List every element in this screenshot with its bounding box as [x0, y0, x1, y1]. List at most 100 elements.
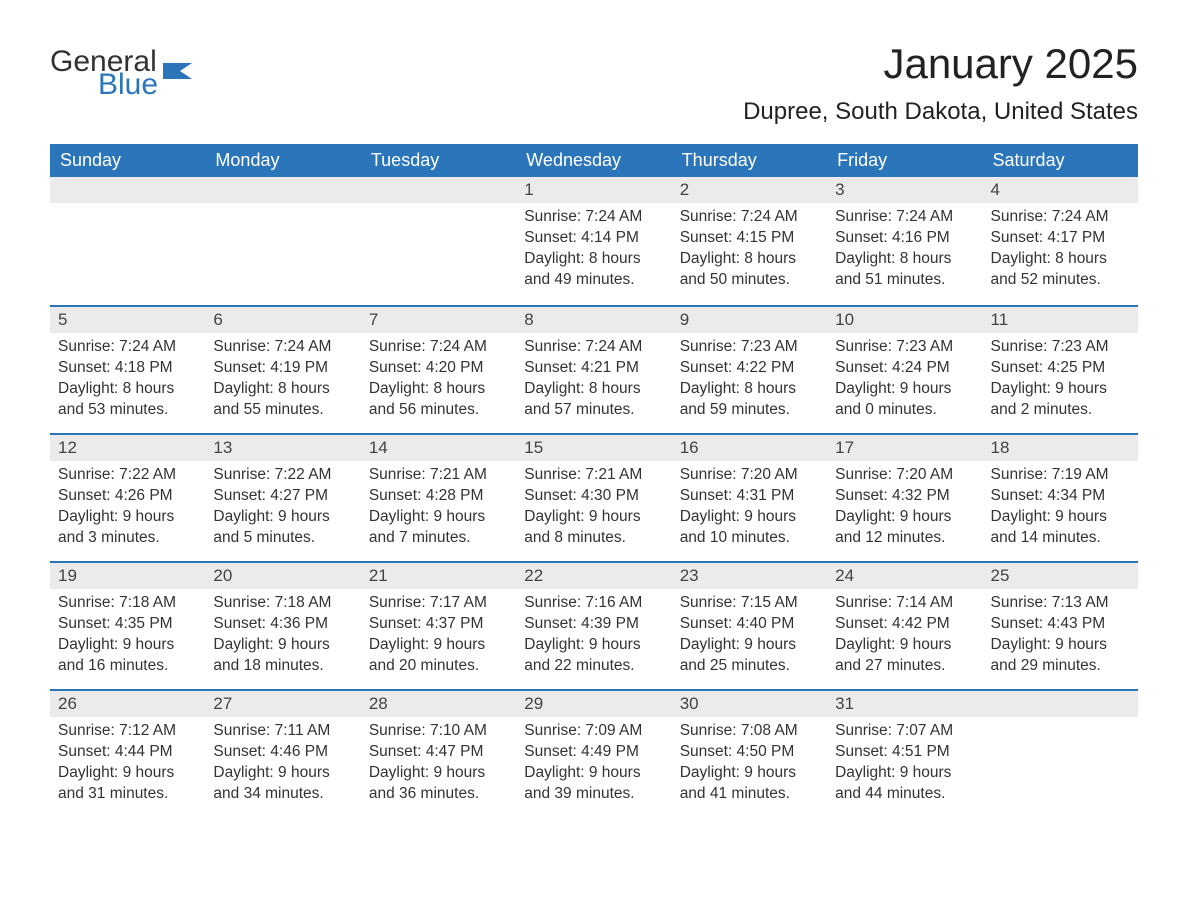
- day-cell: [983, 691, 1138, 817]
- day-info-line: Daylight: 9 hours and 12 minutes.: [835, 507, 974, 549]
- day-info-line: Daylight: 9 hours and 25 minutes.: [680, 635, 819, 677]
- day-info-line: Daylight: 9 hours and 39 minutes.: [524, 763, 663, 805]
- day-number: 16: [672, 435, 827, 461]
- day-info-line: Daylight: 9 hours and 34 minutes.: [213, 763, 352, 805]
- day-body: Sunrise: 7:21 AMSunset: 4:28 PMDaylight:…: [361, 461, 516, 559]
- day-cell: 6Sunrise: 7:24 AMSunset: 4:19 PMDaylight…: [205, 307, 360, 433]
- day-number: 17: [827, 435, 982, 461]
- day-number: 15: [516, 435, 671, 461]
- flag-icon: [162, 57, 196, 91]
- day-info-line: Sunset: 4:15 PM: [680, 228, 819, 249]
- day-info-line: Daylight: 8 hours and 59 minutes.: [680, 379, 819, 421]
- week-row: 1Sunrise: 7:24 AMSunset: 4:14 PMDaylight…: [50, 177, 1138, 305]
- day-body: Sunrise: 7:24 AMSunset: 4:16 PMDaylight:…: [827, 203, 982, 301]
- day-info-line: Sunset: 4:14 PM: [524, 228, 663, 249]
- day-info-line: Daylight: 9 hours and 7 minutes.: [369, 507, 508, 549]
- day-number: 8: [516, 307, 671, 333]
- day-number: 23: [672, 563, 827, 589]
- day-number: 6: [205, 307, 360, 333]
- day-cell: 18Sunrise: 7:19 AMSunset: 4:34 PMDayligh…: [983, 435, 1138, 561]
- day-info-line: Sunset: 4:50 PM: [680, 742, 819, 763]
- day-body: Sunrise: 7:22 AMSunset: 4:27 PMDaylight:…: [205, 461, 360, 559]
- day-info-line: Sunrise: 7:13 AM: [991, 593, 1130, 614]
- day-info-line: Daylight: 8 hours and 49 minutes.: [524, 249, 663, 291]
- day-body: Sunrise: 7:19 AMSunset: 4:34 PMDaylight:…: [983, 461, 1138, 559]
- day-cell: 1Sunrise: 7:24 AMSunset: 4:14 PMDaylight…: [516, 177, 671, 305]
- day-body: Sunrise: 7:24 AMSunset: 4:19 PMDaylight:…: [205, 333, 360, 431]
- day-number: 10: [827, 307, 982, 333]
- day-info-line: Sunrise: 7:20 AM: [835, 465, 974, 486]
- day-info-line: Sunrise: 7:19 AM: [991, 465, 1130, 486]
- day-cell: 12Sunrise: 7:22 AMSunset: 4:26 PMDayligh…: [50, 435, 205, 561]
- day-cell: 23Sunrise: 7:15 AMSunset: 4:40 PMDayligh…: [672, 563, 827, 689]
- day-cell: 28Sunrise: 7:10 AMSunset: 4:47 PMDayligh…: [361, 691, 516, 817]
- day-body: [205, 203, 360, 217]
- day-info-line: Sunset: 4:36 PM: [213, 614, 352, 635]
- day-info-line: Sunset: 4:16 PM: [835, 228, 974, 249]
- day-cell: 10Sunrise: 7:23 AMSunset: 4:24 PMDayligh…: [827, 307, 982, 433]
- day-number: [50, 177, 205, 203]
- day-info-line: Sunset: 4:26 PM: [58, 486, 197, 507]
- logo-word-blue: Blue: [98, 71, 158, 100]
- day-info-line: Sunrise: 7:09 AM: [524, 721, 663, 742]
- day-number: 24: [827, 563, 982, 589]
- day-info-line: Sunrise: 7:10 AM: [369, 721, 508, 742]
- day-number: 30: [672, 691, 827, 717]
- day-number: 7: [361, 307, 516, 333]
- logo-text: General Blue: [50, 48, 158, 99]
- day-body: Sunrise: 7:24 AMSunset: 4:18 PMDaylight:…: [50, 333, 205, 431]
- day-info-line: Daylight: 9 hours and 44 minutes.: [835, 763, 974, 805]
- weekday-header: Wednesday: [516, 144, 671, 177]
- day-number: 9: [672, 307, 827, 333]
- day-cell: 2Sunrise: 7:24 AMSunset: 4:15 PMDaylight…: [672, 177, 827, 305]
- day-cell: 3Sunrise: 7:24 AMSunset: 4:16 PMDaylight…: [827, 177, 982, 305]
- day-body: Sunrise: 7:17 AMSunset: 4:37 PMDaylight:…: [361, 589, 516, 687]
- day-body: Sunrise: 7:24 AMSunset: 4:17 PMDaylight:…: [983, 203, 1138, 301]
- day-cell: 20Sunrise: 7:18 AMSunset: 4:36 PMDayligh…: [205, 563, 360, 689]
- day-info-line: Sunrise: 7:07 AM: [835, 721, 974, 742]
- day-cell: 4Sunrise: 7:24 AMSunset: 4:17 PMDaylight…: [983, 177, 1138, 305]
- day-info-line: Sunrise: 7:16 AM: [524, 593, 663, 614]
- day-info-line: Sunset: 4:25 PM: [991, 358, 1130, 379]
- weekday-header: Friday: [827, 144, 982, 177]
- day-info-line: Daylight: 9 hours and 16 minutes.: [58, 635, 197, 677]
- day-number: 21: [361, 563, 516, 589]
- weekday-header: Saturday: [983, 144, 1138, 177]
- day-info-line: Sunset: 4:37 PM: [369, 614, 508, 635]
- day-body: Sunrise: 7:24 AMSunset: 4:20 PMDaylight:…: [361, 333, 516, 431]
- day-cell: 11Sunrise: 7:23 AMSunset: 4:25 PMDayligh…: [983, 307, 1138, 433]
- day-body: Sunrise: 7:23 AMSunset: 4:24 PMDaylight:…: [827, 333, 982, 431]
- day-cell: 22Sunrise: 7:16 AMSunset: 4:39 PMDayligh…: [516, 563, 671, 689]
- day-number: 1: [516, 177, 671, 203]
- day-info-line: Sunset: 4:20 PM: [369, 358, 508, 379]
- day-cell: 17Sunrise: 7:20 AMSunset: 4:32 PMDayligh…: [827, 435, 982, 561]
- day-body: Sunrise: 7:22 AMSunset: 4:26 PMDaylight:…: [50, 461, 205, 559]
- day-cell: 16Sunrise: 7:20 AMSunset: 4:31 PMDayligh…: [672, 435, 827, 561]
- day-info-line: Daylight: 8 hours and 55 minutes.: [213, 379, 352, 421]
- day-cell: [361, 177, 516, 305]
- day-info-line: Sunset: 4:30 PM: [524, 486, 663, 507]
- day-cell: 8 Sunrise: 7:24 AMSunset: 4:21 PMDaylight…: [516, 307, 671, 433]
- day-cell: 19Sunrise: 7:18 AMSunset: 4:35 PMDayligh…: [50, 563, 205, 689]
- location-label: Dupree, South Dakota, United States: [743, 98, 1138, 126]
- day-info-line: Daylight: 9 hours and 18 minutes.: [213, 635, 352, 677]
- day-info-line: Sunset: 4:19 PM: [213, 358, 352, 379]
- day-cell: 13Sunrise: 7:22 AMSunset: 4:27 PMDayligh…: [205, 435, 360, 561]
- day-info-line: Sunrise: 7:20 AM: [680, 465, 819, 486]
- day-info-line: Sunrise: 7:17 AM: [369, 593, 508, 614]
- day-body: Sunrise: 7:23 AMSunset: 4:25 PMDaylight:…: [983, 333, 1138, 431]
- day-info-line: Sunrise: 7:24 AM: [369, 337, 508, 358]
- day-info-line: Daylight: 8 hours and 57 minutes.: [524, 379, 663, 421]
- day-info-line: Sunrise: 7:24 AM: [524, 337, 663, 358]
- day-info-line: Sunrise: 7:22 AM: [213, 465, 352, 486]
- weekday-header-row: Sunday Monday Tuesday Wednesday Thursday…: [50, 144, 1138, 177]
- day-number: 20: [205, 563, 360, 589]
- day-cell: 14Sunrise: 7:21 AMSunset: 4:28 PMDayligh…: [361, 435, 516, 561]
- day-info-line: Sunset: 4:21 PM: [524, 358, 663, 379]
- day-body: [50, 203, 205, 217]
- weekday-header: Tuesday: [361, 144, 516, 177]
- day-body: Sunrise: 7:10 AMSunset: 4:47 PMDaylight:…: [361, 717, 516, 815]
- weeks-container: 1Sunrise: 7:24 AMSunset: 4:14 PMDaylight…: [50, 177, 1138, 817]
- day-info-line: Daylight: 9 hours and 0 minutes.: [835, 379, 974, 421]
- day-body: Sunrise: 7:09 AMSunset: 4:49 PMDaylight:…: [516, 717, 671, 815]
